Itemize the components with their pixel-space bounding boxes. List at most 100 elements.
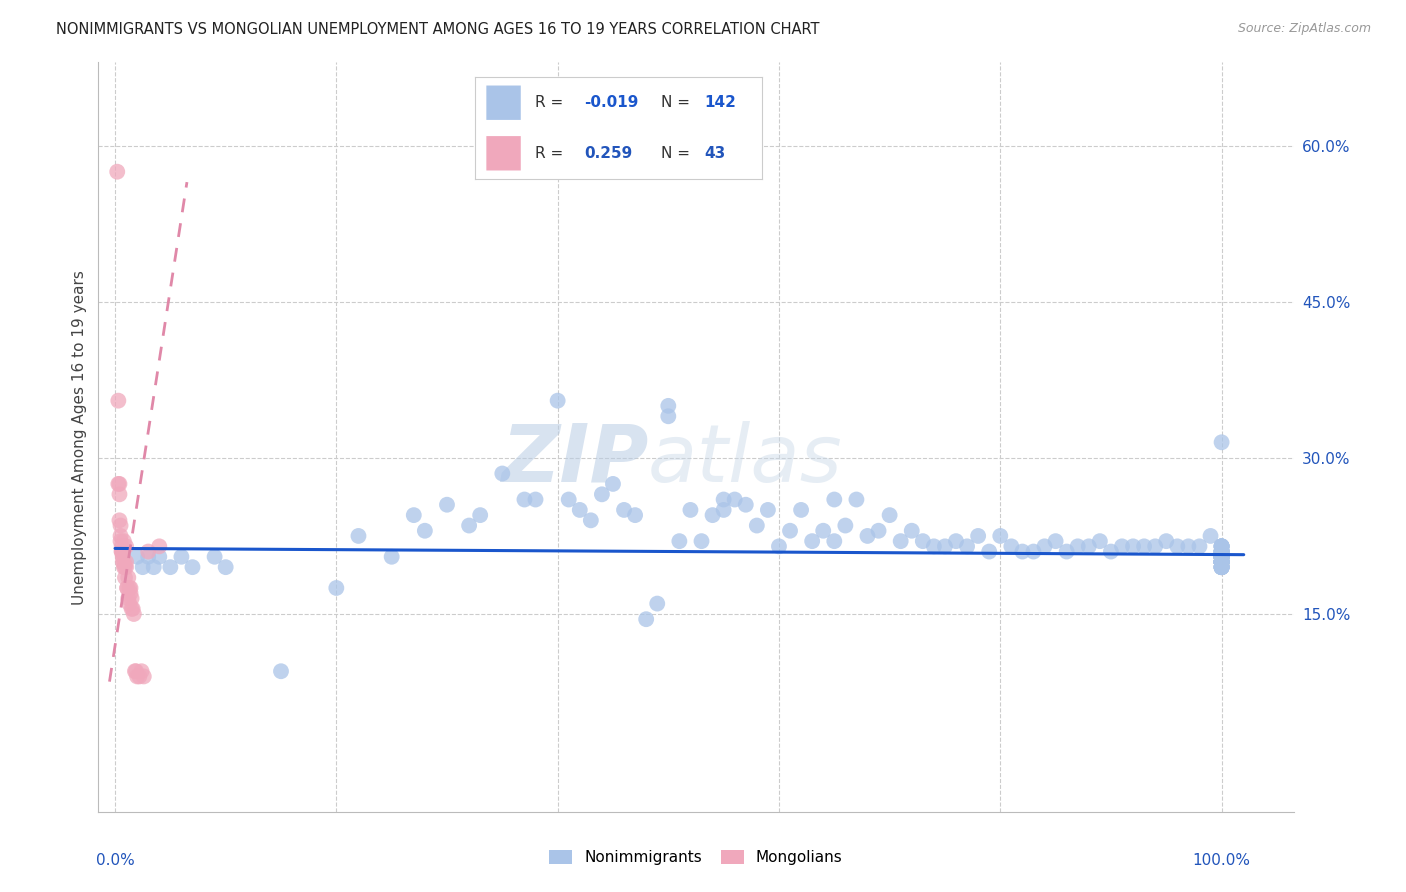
- Point: [1211, 539, 1233, 553]
- Point: [868, 524, 890, 538]
- Point: [1211, 549, 1233, 564]
- Point: [1211, 560, 1233, 574]
- Point: [1122, 539, 1144, 553]
- Point: [834, 518, 856, 533]
- Point: [114, 571, 136, 585]
- Point: [890, 534, 912, 549]
- Point: [1099, 544, 1122, 558]
- Text: Source: ZipAtlas.com: Source: ZipAtlas.com: [1237, 22, 1371, 36]
- Point: [121, 602, 143, 616]
- Point: [1211, 560, 1233, 574]
- Text: ZIP: ZIP: [501, 420, 648, 499]
- Point: [1211, 555, 1233, 569]
- Point: [112, 555, 135, 569]
- Point: [127, 549, 149, 564]
- Point: [1056, 544, 1078, 558]
- Point: [690, 534, 713, 549]
- Point: [115, 560, 138, 574]
- Point: [1211, 549, 1233, 564]
- Point: [122, 607, 145, 621]
- Point: [1211, 539, 1233, 553]
- Point: [636, 612, 658, 626]
- Point: [1211, 549, 1233, 564]
- Point: [624, 508, 647, 523]
- Point: [922, 539, 945, 553]
- Point: [111, 544, 134, 558]
- Point: [1211, 544, 1233, 558]
- Point: [1211, 555, 1233, 569]
- Point: [111, 549, 134, 564]
- Point: [1211, 555, 1233, 569]
- Point: [1199, 529, 1222, 543]
- Point: [1211, 560, 1233, 574]
- Point: [1211, 549, 1233, 564]
- Point: [136, 544, 159, 558]
- Point: [107, 393, 129, 408]
- Point: [900, 524, 922, 538]
- Point: [108, 487, 131, 501]
- Point: [132, 669, 155, 683]
- Point: [181, 560, 204, 574]
- Point: [114, 560, 136, 574]
- Point: [347, 529, 370, 543]
- Point: [988, 529, 1011, 543]
- Point: [1088, 534, 1111, 549]
- Point: [602, 476, 624, 491]
- Point: [1211, 555, 1233, 569]
- Point: [136, 549, 159, 564]
- Point: [713, 492, 735, 507]
- Point: [115, 581, 138, 595]
- Point: [1211, 549, 1233, 564]
- Point: [1211, 544, 1233, 558]
- Point: [121, 602, 143, 616]
- Point: [768, 539, 790, 553]
- Point: [745, 518, 768, 533]
- Point: [1211, 549, 1233, 564]
- Point: [120, 581, 142, 595]
- Point: [204, 549, 226, 564]
- Point: [1211, 544, 1233, 558]
- Point: [823, 534, 845, 549]
- Point: [108, 513, 131, 527]
- Point: [142, 560, 165, 574]
- Point: [713, 503, 735, 517]
- Point: [734, 498, 756, 512]
- Point: [779, 524, 801, 538]
- Point: [979, 544, 1001, 558]
- Point: [645, 597, 668, 611]
- Point: [579, 513, 602, 527]
- Point: [117, 591, 139, 606]
- Point: [1211, 539, 1233, 553]
- Point: [702, 508, 724, 523]
- Point: [1211, 555, 1233, 569]
- Point: [1211, 544, 1233, 558]
- Point: [118, 597, 141, 611]
- Point: [127, 669, 149, 683]
- Text: atlas: atlas: [648, 420, 844, 499]
- Point: [1211, 555, 1233, 569]
- Point: [1211, 555, 1233, 569]
- Point: [1067, 539, 1090, 553]
- Point: [1211, 560, 1233, 574]
- Point: [1211, 544, 1233, 558]
- Text: NONIMMIGRANTS VS MONGOLIAN UNEMPLOYMENT AMONG AGES 16 TO 19 YEARS CORRELATION CH: NONIMMIGRANTS VS MONGOLIAN UNEMPLOYMENT …: [56, 22, 820, 37]
- Point: [1077, 539, 1099, 553]
- Point: [120, 586, 142, 600]
- Point: [1211, 560, 1233, 574]
- Point: [967, 529, 990, 543]
- Point: [1211, 549, 1233, 564]
- Point: [458, 518, 481, 533]
- Point: [1211, 544, 1233, 558]
- Text: 0.0%: 0.0%: [96, 853, 135, 868]
- Point: [1045, 534, 1067, 549]
- Point: [1211, 539, 1233, 553]
- Point: [110, 534, 132, 549]
- Point: [1211, 555, 1233, 569]
- Point: [1211, 539, 1233, 553]
- Point: [115, 555, 138, 569]
- Point: [436, 498, 458, 512]
- Point: [128, 669, 150, 683]
- Point: [756, 503, 779, 517]
- Point: [111, 544, 134, 558]
- Point: [911, 534, 934, 549]
